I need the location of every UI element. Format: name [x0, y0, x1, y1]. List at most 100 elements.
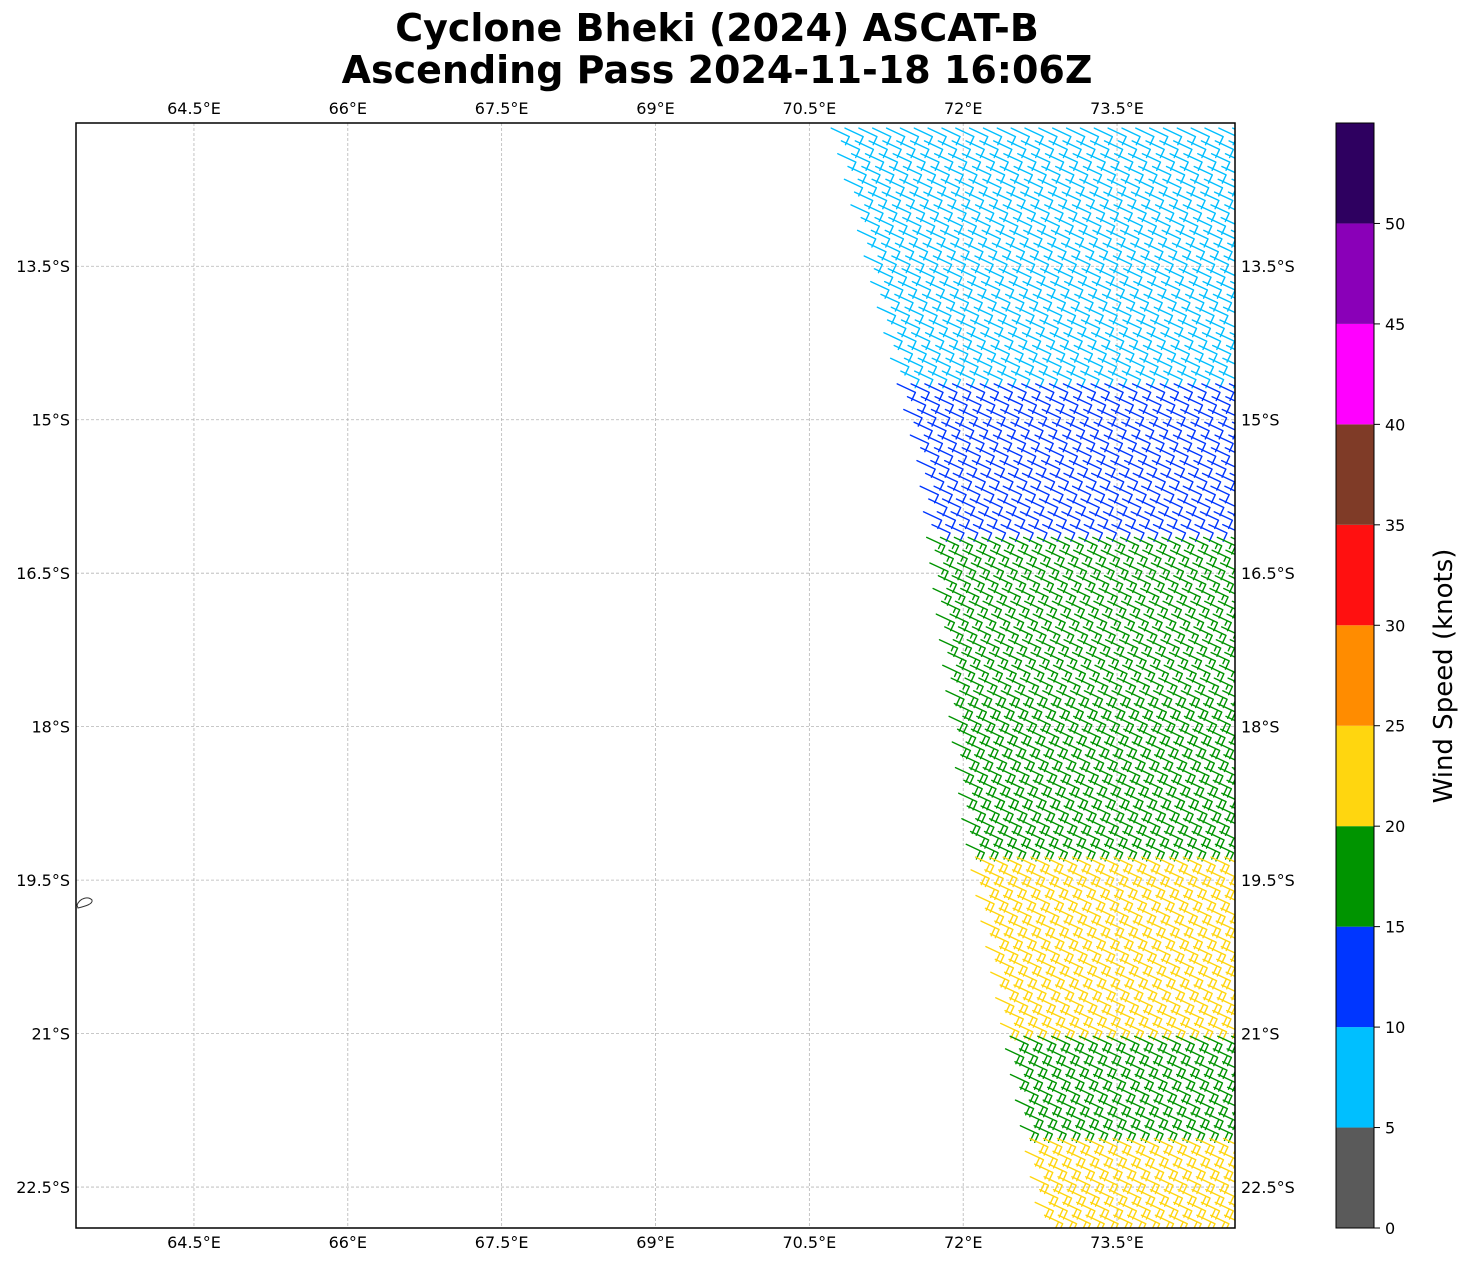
lon-tick-label-top: 66°E [329, 99, 367, 118]
longitude-ticks-bottom: 64.5°E 66°E 67.5°E 69°E 70.5°E 72°E 73.5°E [167, 1233, 1144, 1252]
wind-barb [1224, 818, 1235, 835]
lon-tick-label-bottom: 66°E [329, 1233, 367, 1252]
wind-barb [1223, 587, 1235, 595]
wind-barb [1229, 920, 1235, 925]
colorbar-segment [1336, 1127, 1374, 1228]
colorbar-tick-label: 45 [1385, 315, 1405, 334]
colorbar-tick-label: 0 [1385, 1219, 1395, 1238]
wind-barb [1229, 805, 1235, 809]
wind-barb [1220, 216, 1235, 235]
colorbar-tick-label: 25 [1385, 717, 1405, 736]
colorbar-segment [1336, 323, 1374, 425]
wind-barb [1229, 882, 1235, 886]
wind-barb [1228, 741, 1235, 746]
lat-tick-label-right: 22.5°S [1241, 1178, 1295, 1197]
lat-tick-label-left: 21°S [31, 1025, 70, 1044]
wind-barb [1224, 856, 1235, 873]
lon-tick-label-bottom: 67.5°E [475, 1233, 529, 1252]
colorbar-tick-label: 40 [1385, 415, 1405, 434]
wind-barb [1229, 639, 1235, 643]
lon-tick-label-top: 69°E [636, 99, 674, 118]
wind-barb [1223, 1176, 1235, 1193]
wind-barb [1228, 383, 1235, 388]
colorbar-segment [1336, 926, 1374, 1028]
lat-tick-label-left: 15°S [31, 411, 70, 430]
lat-tick-label-left: 18°S [31, 718, 70, 737]
lat-tick-label-left: 19.5°S [16, 871, 70, 890]
title-line-2: Ascending Pass 2024-11-18 16:06Z [342, 48, 1093, 92]
wind-barb [1230, 280, 1235, 285]
longitude-ticks-top: 64.5°E 66°E 67.5°E 69°E 70.5°E 72°E 73.5°E [167, 99, 1144, 118]
wind-barb [1230, 958, 1235, 963]
wind-barb [1221, 165, 1235, 174]
wind-barb [1221, 459, 1235, 468]
lat-tick-label-left: 16.5°S [16, 564, 70, 583]
colorbar-tick-label: 50 [1385, 214, 1405, 233]
lat-tick-label-right: 15°S [1241, 411, 1280, 430]
wind-barb [1224, 204, 1235, 211]
colorbar-tick-label: 20 [1385, 817, 1405, 836]
lat-tick-label-right: 16.5°S [1241, 564, 1295, 583]
wind-barb [1224, 485, 1235, 492]
wind-barb [1226, 1009, 1235, 1016]
colorbar-segment [1336, 725, 1374, 827]
colorbar-segment [1336, 123, 1374, 224]
colorbar-segment [1336, 223, 1374, 324]
wind-barb [1221, 408, 1235, 417]
colorbar-tick-label: 5 [1385, 1119, 1395, 1138]
colorbar-tick-label: 30 [1385, 616, 1405, 635]
latitude-ticks-left: 13.5°S 15°S 16.5°S 18°S 19.5°S 21°S 22.5°S [16, 257, 70, 1197]
wind-barb [1225, 971, 1235, 978]
wind-barb [1228, 434, 1235, 439]
colorbar: 0 5 10 15 20 25 30 35 40 45 50 [1335, 122, 1405, 1238]
wind-barbs [830, 127, 1235, 1228]
wind-barb [1230, 997, 1235, 1001]
wind-barb [1227, 191, 1235, 196]
wind-barb [1226, 613, 1235, 619]
wind-barb [1225, 344, 1235, 351]
latitude-ticks-right: 13.5°S 15°S 16.5°S 18°S 19.5°S 21°S 22.5°S [1241, 257, 1295, 1197]
wind-barb [1226, 293, 1235, 299]
lat-tick-label-left: 22.5°S [16, 1178, 70, 1197]
colorbar-segment [1336, 625, 1374, 726]
wind-barb [1223, 255, 1235, 262]
wind-barb [1229, 472, 1235, 477]
lat-tick-label-right: 19.5°S [1241, 871, 1295, 890]
wind-barb [1219, 268, 1235, 287]
lon-tick-label-bottom: 72°E [944, 1233, 982, 1252]
lon-tick-label-bottom: 69°E [636, 1233, 674, 1252]
lon-tick-label-bottom: 64.5°E [167, 1233, 221, 1252]
colorbar-segment [1336, 1027, 1374, 1128]
colorbar-tick-label: 35 [1385, 516, 1405, 535]
lon-tick-label-top: 67.5°E [475, 99, 529, 118]
wind-barb [1228, 140, 1235, 145]
lat-tick-label-right: 18°S [1241, 718, 1280, 737]
title-line-1: Cyclone Bheki (2024) ASCAT-B [395, 6, 1039, 50]
wind-barb [1229, 332, 1235, 336]
wind-barb [1225, 396, 1235, 402]
wind-barb [1227, 1163, 1235, 1168]
lat-tick-label-right: 13.5°S [1241, 257, 1295, 276]
wind-barb [1225, 549, 1235, 556]
wind-barb [1226, 779, 1235, 785]
wind-barb [1222, 523, 1235, 532]
lon-tick-label-top: 73.5°E [1090, 99, 1144, 118]
colorbar-label: Wind Speed (knots) [1429, 549, 1459, 804]
colorbar-segment [1336, 826, 1374, 927]
wind-barb [1228, 575, 1235, 580]
wind-barb [1227, 511, 1235, 516]
lon-tick-label-top: 72°E [944, 99, 982, 118]
colorbar-tick-label: 15 [1385, 918, 1405, 937]
wind-barb [1227, 1125, 1235, 1130]
lon-tick-label-bottom: 70.5°E [782, 1233, 836, 1252]
wind-barb [1226, 1086, 1235, 1092]
wind-barb [1222, 357, 1235, 365]
map-area [75, 122, 1236, 1229]
colorbar-segment [1336, 524, 1374, 626]
lon-tick-label-top: 64.5°E [167, 99, 221, 118]
lat-tick-label-left: 13.5°S [16, 257, 70, 276]
island-coastline [76, 897, 93, 909]
wind-barb [1228, 1201, 1235, 1206]
wind-barb [1224, 651, 1235, 658]
